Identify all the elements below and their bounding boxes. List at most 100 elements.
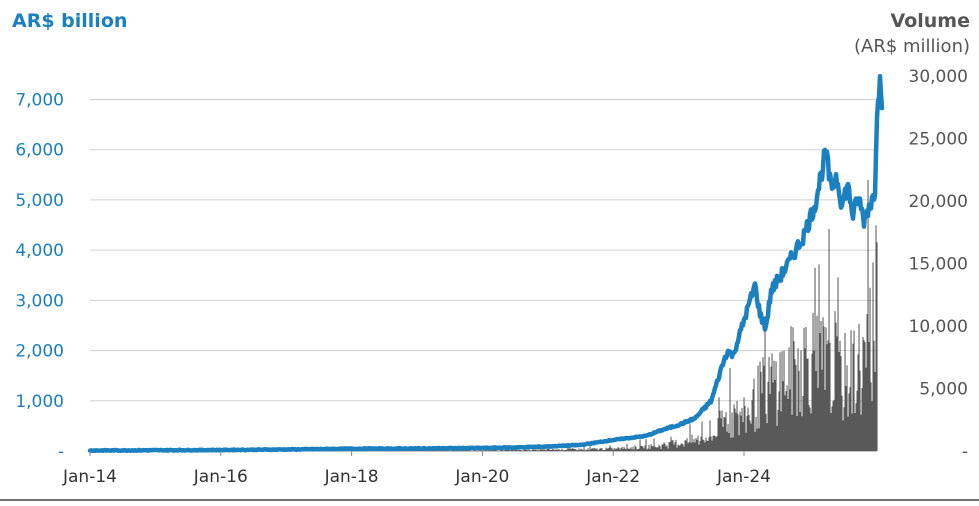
volume-bar <box>664 443 666 451</box>
volume-bar <box>784 395 786 451</box>
x-tick-label: Jan-22 <box>585 467 640 487</box>
volume-bar <box>793 341 795 451</box>
volume-bar <box>506 449 508 451</box>
volume-bar <box>700 436 702 451</box>
volume-bar <box>459 450 461 451</box>
volume-bar <box>850 330 852 451</box>
volume-bar <box>591 448 593 451</box>
volume-bar <box>690 442 692 451</box>
volume-bar <box>842 420 844 451</box>
volume-bar <box>865 367 867 451</box>
volume-bar <box>549 449 551 451</box>
volume-bar <box>750 423 752 451</box>
volume-bar <box>537 449 539 451</box>
volume-bar <box>618 447 620 451</box>
volume-bar <box>726 431 728 451</box>
volume-bar <box>683 446 685 451</box>
volume-bar <box>792 327 794 451</box>
volume-bar <box>869 287 871 451</box>
volume-bar <box>676 447 678 451</box>
volume-bar <box>875 225 877 451</box>
volume-bar <box>785 390 787 451</box>
volume-bar <box>573 448 575 451</box>
volume-bar <box>450 450 452 451</box>
volume-bar <box>496 450 498 451</box>
volume-bar <box>592 448 594 451</box>
volume-bar <box>786 385 788 451</box>
volume-bar <box>815 370 817 451</box>
volume-bar <box>492 450 494 451</box>
volume-bar <box>532 449 534 451</box>
volume-bar <box>781 351 783 451</box>
volume-bar <box>822 317 824 451</box>
volume-bar <box>462 450 464 451</box>
volume-bar <box>625 449 627 451</box>
volume-bar <box>489 450 491 451</box>
volume-bar <box>617 447 619 451</box>
volume-bar <box>857 354 859 451</box>
volume-bar <box>513 450 515 451</box>
volume-bar <box>480 450 482 451</box>
volume-bar <box>576 450 578 451</box>
volume-bar <box>758 428 760 451</box>
volume-bar <box>409 450 411 451</box>
volume-bar <box>603 449 605 451</box>
volume-bar <box>839 340 841 451</box>
volume-bar <box>819 333 821 451</box>
volume-bar <box>805 326 807 451</box>
right-tick-label: 20,000 <box>909 192 968 212</box>
volume-bar <box>844 332 846 451</box>
volume-bar <box>550 449 552 451</box>
left-tick-label: 4,000 <box>15 241 64 261</box>
volume-bar <box>845 386 847 451</box>
volume-bar <box>540 449 542 451</box>
volume-bar <box>808 405 810 451</box>
volume-bar <box>529 450 531 451</box>
volume-bar <box>749 420 751 451</box>
volume-bar <box>754 431 756 451</box>
value-line-group <box>87 73 885 454</box>
volume-bar <box>811 353 813 451</box>
volume-bar <box>680 443 682 451</box>
volume-bar <box>768 356 770 451</box>
volume-bar <box>630 447 632 451</box>
volume-bar <box>547 448 549 451</box>
left-tick-label: - <box>58 442 64 462</box>
x-tick-label: Jan-16 <box>193 467 248 487</box>
volume-bar <box>554 450 556 451</box>
volume-bar <box>759 361 761 451</box>
volume-bar <box>535 449 537 451</box>
volume-bar <box>864 342 866 451</box>
volume-bar <box>476 450 478 451</box>
volume-bar <box>455 450 457 451</box>
volume-bar <box>859 370 861 451</box>
volume-bar <box>721 410 723 451</box>
left-tick-label: 1,000 <box>15 392 64 412</box>
volume-bar <box>451 450 453 451</box>
volume-bar <box>568 448 570 451</box>
volume-bar <box>674 442 676 451</box>
volume-bar <box>623 446 625 451</box>
volume-bar <box>578 448 580 451</box>
volume-bar <box>796 416 798 451</box>
x-tick-label: Jan-24 <box>716 467 771 487</box>
volume-bar <box>685 440 687 451</box>
volume-bar <box>520 450 522 451</box>
volume-bar <box>705 437 707 451</box>
volume-bar <box>757 365 759 451</box>
volume-bar <box>824 389 826 451</box>
volume-bar <box>719 410 721 451</box>
volume-bar <box>681 443 683 451</box>
volume-bar <box>834 311 836 451</box>
volume-bar <box>645 439 647 451</box>
volume-bar <box>677 444 679 451</box>
volume-bar <box>825 327 827 451</box>
volume-bar <box>704 442 706 451</box>
volume-bar <box>626 443 628 451</box>
volume-bar <box>670 436 672 451</box>
volume-bar <box>593 448 595 451</box>
volume-bar <box>590 449 592 451</box>
volume-bar <box>434 450 436 451</box>
volume-bar <box>778 391 780 451</box>
volume-bar <box>579 450 581 451</box>
